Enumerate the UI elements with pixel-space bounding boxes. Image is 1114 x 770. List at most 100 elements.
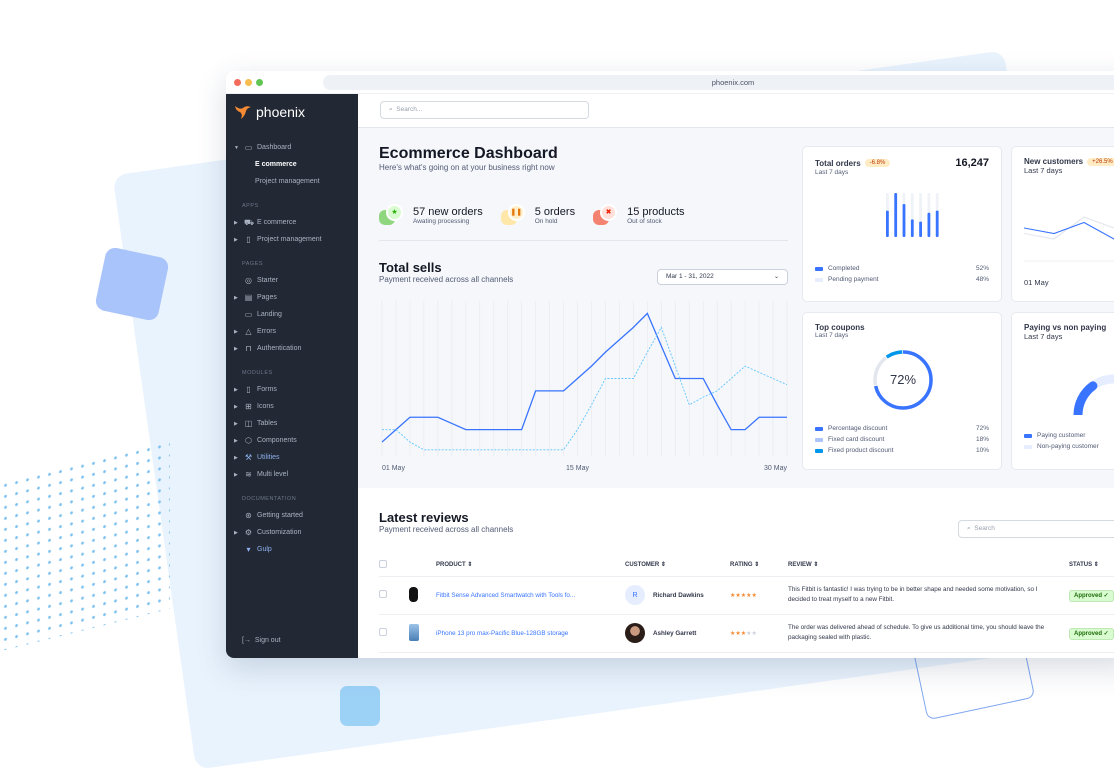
sidebar-item-tables[interactable]: ▶ ◫ Tables — [234, 415, 358, 432]
clipboard-icon: ▯ — [246, 235, 251, 244]
table-header-row: PRODUCT ⇕ CUSTOMER ⇕ RATING ⇕ REVIEW ⇕ S… — [379, 554, 1114, 577]
customer-series-line — [1023, 216, 1114, 240]
sign-out-icon: [→ — [242, 637, 251, 644]
column-header-product[interactable]: PRODUCT ⇕ — [436, 554, 625, 577]
phoenix-logo-icon — [235, 106, 251, 119]
url-bar[interactable]: phoenix.com — [323, 75, 1114, 90]
sidebar-item-label: Tables — [257, 420, 278, 427]
logo[interactable]: phoenix — [234, 104, 305, 120]
product-link[interactable]: iPhone 13 pro max-Pacific Blue-128GB sto… — [436, 629, 569, 637]
decor-square-small — [340, 686, 380, 726]
sidebar-item-label: Getting started — [257, 512, 303, 519]
sidebar-item-getting-started[interactable]: ⊛ Getting started — [234, 507, 358, 524]
product-image — [409, 586, 418, 602]
legend-label: Percentage discount — [828, 425, 888, 432]
table-row: iPhone 13 pro max-Pacific Blue-128GB sto… — [379, 614, 1114, 653]
sidebar-item-e-commerce[interactable]: E commerce — [234, 156, 358, 173]
top-bar: ⌕ Search... — [358, 94, 1114, 128]
minimize-dot[interactable] — [245, 79, 252, 86]
sidebar-item-multi-level[interactable]: ▶ ≋ Multi level — [234, 466, 358, 483]
column-header-rating[interactable]: RATING ⇕ — [730, 554, 788, 577]
review-text: This Fitbit is fantastic! I was trying t… — [788, 576, 1069, 615]
x-icon: ✖ — [600, 204, 618, 221]
legend-value: 48% — [975, 276, 989, 283]
sidebar-item-errors[interactable]: ▶ △ Errors — [234, 323, 358, 340]
caret-right-icon: ▶ — [234, 529, 238, 536]
orders-bar-chart — [886, 193, 939, 237]
close-dot[interactable] — [234, 79, 241, 86]
caret-right-icon: ▶ — [234, 219, 238, 226]
change-badge: -6.8% — [864, 159, 891, 167]
column-header-review[interactable]: REVIEW ⇕ — [788, 554, 1069, 577]
legend-item: Fixed card discount 18% — [815, 434, 989, 445]
bar — [886, 210, 889, 237]
reviews-subtitle: Payment received across all channels — [379, 525, 514, 534]
sidebar-item-project-management[interactable]: ▶ ▯ Project management — [234, 231, 358, 248]
sidebar-item-authentication[interactable]: ▶ ⊓ Authentication — [234, 340, 358, 357]
bar — [894, 193, 898, 237]
sidebar-item-e-commerce[interactable]: ▶ ⛟ E commerce — [234, 214, 358, 231]
sidebar-item-starter[interactable]: ◎ Starter — [234, 272, 358, 289]
select-all-checkbox[interactable] — [379, 559, 387, 568]
tool-icon: ⚒ — [244, 453, 253, 462]
stat-desc: On hold — [534, 217, 558, 225]
sidebar-item-forms[interactable]: ▶ ▯ Forms — [234, 381, 358, 398]
sidebar-item-components[interactable]: ▶ ⬡ Components — [234, 432, 358, 449]
sidebar-item-landing[interactable]: ▭ Landing — [234, 306, 358, 323]
nav-section-label: PAGES — [242, 260, 264, 267]
caret-right-icon: ▶ — [234, 294, 238, 301]
sign-out-label: Sign out — [254, 637, 281, 644]
stat-desc: Awating processing — [413, 217, 470, 225]
product-link[interactable]: Fitbit Sense Advanced Smartwatch with To… — [436, 591, 576, 599]
latest-reviews-section: Latest reviews Payment received across a… — [358, 488, 1114, 658]
legend-item: Completed 52% — [815, 263, 989, 274]
search-placeholder: Search... — [396, 106, 423, 113]
sign-out-link[interactable]: [→ Sign out — [242, 637, 281, 644]
stat-desc: Out of stock — [627, 217, 662, 225]
chevron-down-icon: ⌄ — [773, 274, 779, 280]
legend-label: Paying customer — [1037, 432, 1086, 439]
total-sells-chart: 01 May 15 May 30 May — [381, 301, 787, 472]
reviews-search-input[interactable]: ⌕ Search — [958, 520, 1114, 538]
grid-icon: ⊞ — [245, 402, 252, 411]
legend-swatch — [815, 266, 823, 271]
row-checkbox[interactable] — [379, 590, 387, 598]
sidebar-item-label: Icons — [257, 403, 274, 410]
maximize-dot[interactable] — [256, 79, 263, 86]
row-checkbox[interactable] — [379, 628, 387, 636]
column-header-status[interactable]: STATUS ⇕ — [1069, 554, 1114, 577]
review-text: The order was delivered ahead of schedul… — [788, 614, 1069, 653]
column-header-customer[interactable]: CUSTOMER ⇕ — [625, 554, 730, 577]
sidebar-item-utilities[interactable]: ▶ ⚒ Utilities — [234, 449, 358, 466]
caret-right-icon: ▶ — [234, 345, 238, 352]
sidebar: phoenix ▼ ▭ Dashboard E commerce Project man… — [226, 94, 358, 658]
search-placeholder: Search — [974, 525, 995, 532]
date-range-select[interactable]: Mar 1 - 31, 2022 ⌄ — [657, 269, 788, 285]
monitor-icon: ▭ — [244, 310, 253, 319]
search-input[interactable]: ⌕ Search... — [380, 101, 589, 119]
stat-value: 15 products — [627, 205, 685, 218]
paying-card: Paying vs non paying Last 7 days Paying … — [1011, 312, 1114, 470]
legend-label: Completed — [828, 265, 860, 272]
lock-icon: ⊓ — [245, 344, 252, 353]
table-row: Fitbit Sense Advanced Smartwatch with To… — [379, 576, 1114, 615]
sidebar-item-gulp[interactable]: ▾ Gulp — [234, 541, 358, 558]
sidebar-item-label: Project management — [255, 178, 320, 185]
sidebar-item-project-management[interactable]: Project management — [234, 173, 358, 190]
legend-swatch — [1024, 444, 1032, 449]
alert-triangle-icon: △ — [245, 327, 252, 336]
file-text-icon: ▯ — [246, 385, 251, 394]
customer-name[interactable]: Richard Dawkins — [653, 591, 704, 599]
sidebar-item-dashboard[interactable]: ▼ ▭ Dashboard — [234, 139, 358, 156]
search-icon: ⌕ — [967, 525, 971, 532]
page-title: Ecommerce Dashboard — [379, 145, 558, 162]
customer-name[interactable]: Ashley Garrett — [653, 629, 697, 637]
paying-gauge-chart — [1073, 374, 1114, 420]
sidebar-item-customization[interactable]: ▶ ⚙ Customization — [234, 524, 358, 541]
card-period: Last 7 days — [1024, 332, 1063, 341]
sidebar-item-pages[interactable]: ▶ ▤ Pages — [234, 289, 358, 306]
status-badge: Approved ✓ — [1069, 589, 1114, 602]
sidebar-item-icons[interactable]: ▶ ⊞ Icons — [234, 398, 358, 415]
avatar — [625, 623, 645, 643]
sidebar-item-label: Landing — [257, 311, 282, 318]
